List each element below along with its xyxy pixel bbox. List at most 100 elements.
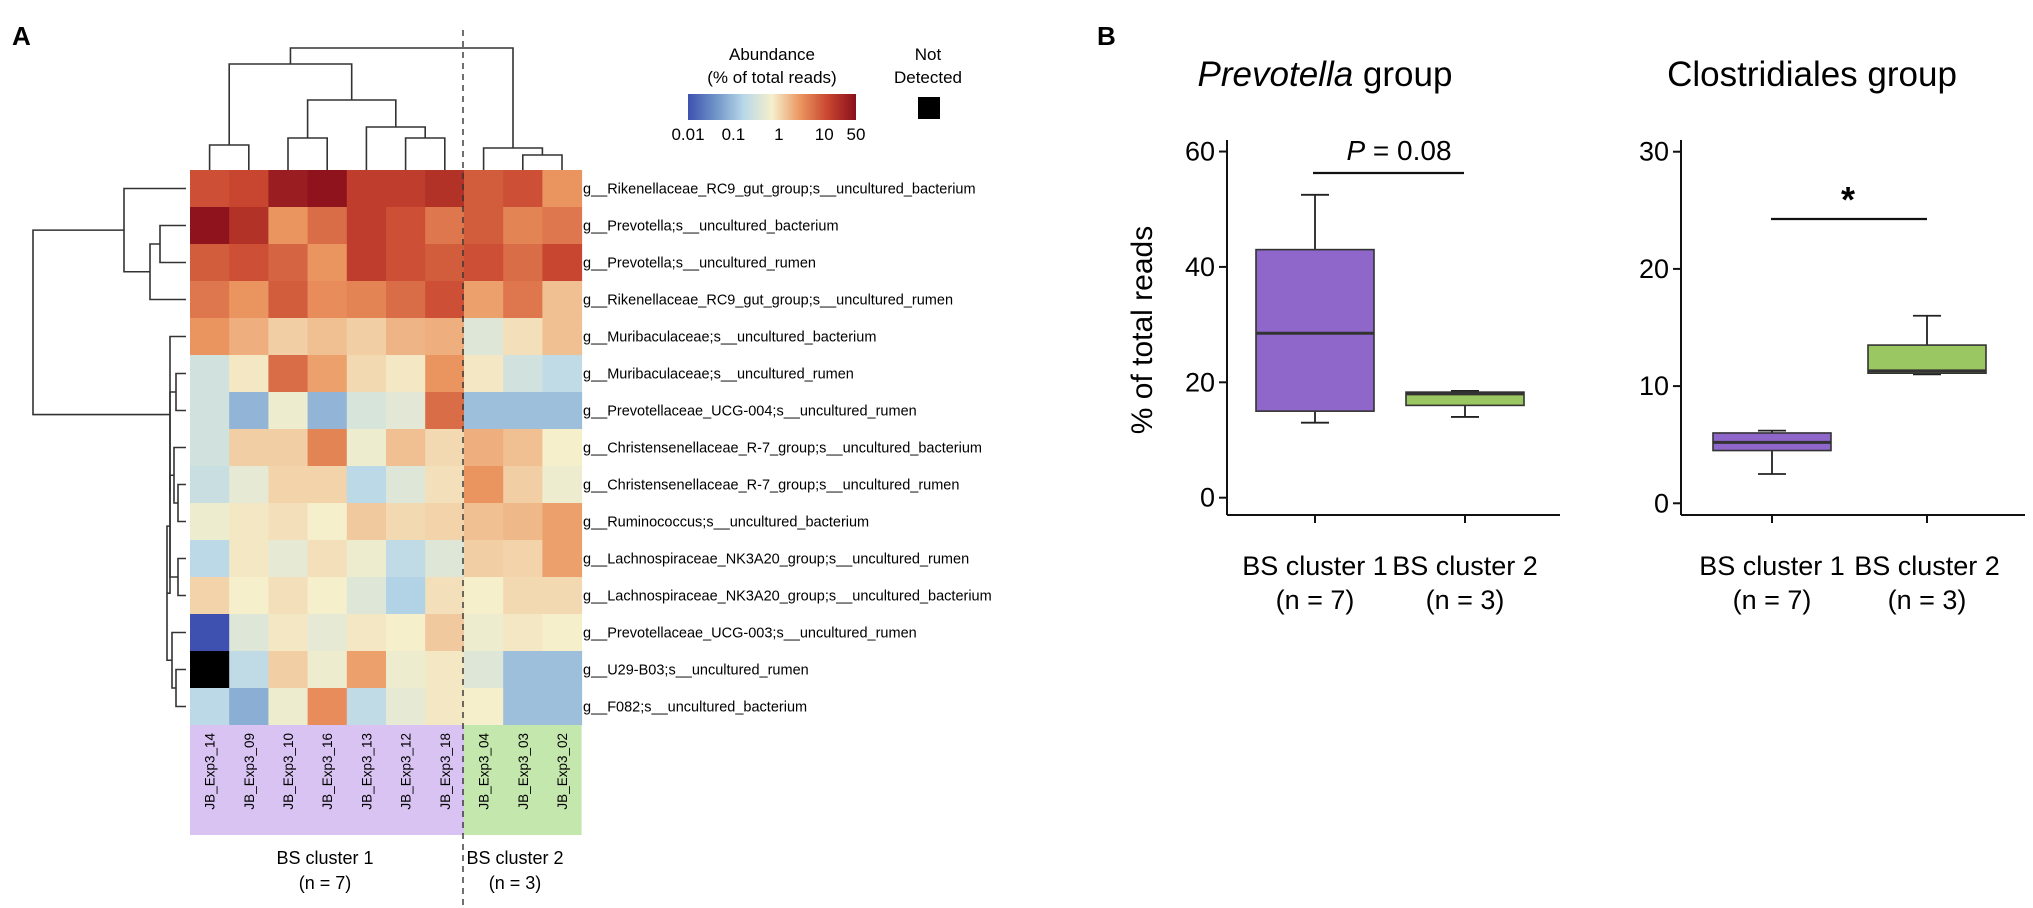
heatmap-cell bbox=[542, 170, 583, 208]
heatmap-cell bbox=[268, 466, 309, 504]
heatmap-cell bbox=[425, 281, 465, 319]
heatmap-cell bbox=[386, 651, 426, 689]
sample-label: JB_Exp3_13 bbox=[359, 733, 374, 810]
heatmap-cell bbox=[190, 392, 230, 430]
y-tick-label: 0 bbox=[1200, 483, 1215, 513]
dendrogram-branch bbox=[123, 187, 186, 273]
dendrogram-branch bbox=[289, 47, 514, 148]
legend-tick-label: 10 bbox=[815, 125, 834, 144]
taxon-label: g__U29-B03;s__uncultured_rumen bbox=[583, 663, 809, 679]
y-tick-label: 10 bbox=[1639, 371, 1669, 401]
clostridiales-x-labels: BS cluster 1 (n = 7) BS cluster 2 (n = 3) bbox=[1699, 551, 2000, 615]
dendrogram-branch bbox=[208, 144, 250, 170]
heatmap-cell bbox=[190, 244, 230, 282]
heatmap-cell bbox=[503, 614, 543, 652]
taxon-label: g__Prevotella;s__uncultured_rumen bbox=[583, 256, 816, 272]
box-body bbox=[1255, 248, 1375, 412]
heatmap-cell bbox=[542, 540, 583, 578]
x-category-label: BS cluster 2 bbox=[1392, 551, 1538, 581]
sample-label: JB_Exp3_16 bbox=[320, 733, 335, 810]
heatmap-cell bbox=[542, 355, 583, 393]
heatmap-cell bbox=[425, 503, 465, 541]
heatmap-cell bbox=[268, 318, 309, 356]
heatmap-cell bbox=[464, 466, 504, 504]
heatmap-cell bbox=[503, 429, 543, 467]
heatmap-cell bbox=[307, 207, 348, 245]
clostridiales-axes: 0 10 20 30 bbox=[1639, 137, 2025, 523]
row-dendrogram bbox=[32, 187, 186, 708]
dendrogram-branch bbox=[175, 372, 186, 412]
dendrogram-branch bbox=[169, 335, 186, 493]
heatmap-cell bbox=[307, 355, 348, 393]
heatmap-cell bbox=[386, 392, 426, 430]
heatmap-cell bbox=[464, 651, 504, 689]
taxon-label: g__Prevotellaceae_UCG-004;s__uncultured_… bbox=[583, 404, 917, 420]
heatmap-cell bbox=[268, 392, 309, 430]
heatmap-cell bbox=[386, 170, 426, 208]
heatmap-cell bbox=[307, 540, 348, 578]
heatmap-cell bbox=[190, 429, 230, 467]
clostridiales-boxplot: Clostridiales group 0 10 20 30 * BS cluster… bbox=[1639, 55, 2025, 615]
legend-colorbar bbox=[688, 94, 856, 120]
p-value-italic: P bbox=[1346, 135, 1365, 166]
heatmap-cell bbox=[464, 318, 504, 356]
heatmap-cell bbox=[268, 207, 309, 245]
taxon-label: g__Lachnospiraceae_NK3A20_group;s__uncul… bbox=[583, 552, 969, 568]
taxon-label: g__Christensenellaceae_R-7_group;s__uncu… bbox=[583, 478, 959, 494]
heatmap-cell bbox=[425, 170, 465, 208]
heatmap-cell bbox=[464, 392, 504, 430]
heatmap-cell bbox=[425, 429, 465, 467]
y-tick-label: 20 bbox=[1639, 254, 1669, 284]
sample-label: JB_Exp3_12 bbox=[399, 733, 414, 810]
color-legend: Abundance (% of total reads) 0.01 0.1 1 10 5… bbox=[671, 45, 962, 144]
heatmap-cell bbox=[268, 244, 309, 282]
taxon-label: g__Muribaculaceae;s__uncultured_rumen bbox=[583, 367, 854, 383]
dendrogram-branch bbox=[521, 154, 563, 170]
heatmap-cell bbox=[190, 466, 230, 504]
heatmap-cell bbox=[229, 651, 269, 689]
heatmap-cell bbox=[425, 540, 465, 578]
heatmap-cell bbox=[425, 355, 465, 393]
prevotella-title-italic: Prevotella bbox=[1198, 55, 1354, 94]
heatmap-cell bbox=[346, 318, 387, 356]
sample-label: JB_Exp3_03 bbox=[516, 733, 531, 810]
heatmap-cell bbox=[425, 651, 465, 689]
legend-ticks: 0.01 0.1 1 10 50 bbox=[671, 125, 865, 144]
prevotella-boxes bbox=[1255, 193, 1525, 424]
heatmap-cell bbox=[542, 429, 583, 467]
heatmap-cell bbox=[346, 540, 387, 578]
y-tick-label: 60 bbox=[1185, 137, 1215, 167]
sample-label: JB_Exp3_02 bbox=[555, 733, 570, 810]
heatmap-cell bbox=[307, 281, 348, 319]
x-category-n: (n = 7) bbox=[1733, 585, 1812, 615]
heatmap-cell bbox=[229, 577, 269, 615]
x-category-n: (n = 3) bbox=[1888, 585, 1967, 615]
heatmap-cell bbox=[503, 540, 543, 578]
legend-title-line2: (% of total reads) bbox=[707, 68, 836, 87]
dendrogram-branch bbox=[175, 668, 186, 708]
dendrogram-branch bbox=[404, 137, 446, 170]
heatmap-cell bbox=[229, 170, 269, 208]
heatmap-cell bbox=[229, 392, 269, 430]
prevotella-axes: 0 20 40 60 bbox=[1185, 137, 1560, 523]
heatmap-cell bbox=[346, 614, 387, 652]
heatmap-cell bbox=[386, 318, 426, 356]
heatmap-cell bbox=[229, 614, 269, 652]
dendrogram-branch bbox=[159, 224, 186, 264]
sample-label-band: JB_Exp3_14 JB_Exp3_09 JB_Exp3_10 JB_Exp3_16… bbox=[190, 725, 582, 835]
legend-tick-label: 0.1 bbox=[722, 125, 746, 144]
sample-label: JB_Exp3_10 bbox=[281, 733, 296, 810]
dendrogram-branch bbox=[482, 147, 544, 170]
dendrogram-branch bbox=[149, 243, 186, 301]
clostridiales-title: Clostridiales group bbox=[1667, 55, 1957, 94]
heatmap-cell bbox=[307, 466, 348, 504]
heatmap-cell bbox=[464, 614, 504, 652]
dendrogram-branch bbox=[171, 631, 186, 689]
taxon-label: g__Christensenellaceae_R-7_group;s__uncu… bbox=[583, 441, 982, 457]
heatmap-cell bbox=[464, 170, 504, 208]
heatmap-cell bbox=[542, 466, 583, 504]
heatmap-cell bbox=[464, 355, 504, 393]
y-tick-label: 0 bbox=[1654, 488, 1669, 518]
heatmap-cell bbox=[307, 318, 348, 356]
